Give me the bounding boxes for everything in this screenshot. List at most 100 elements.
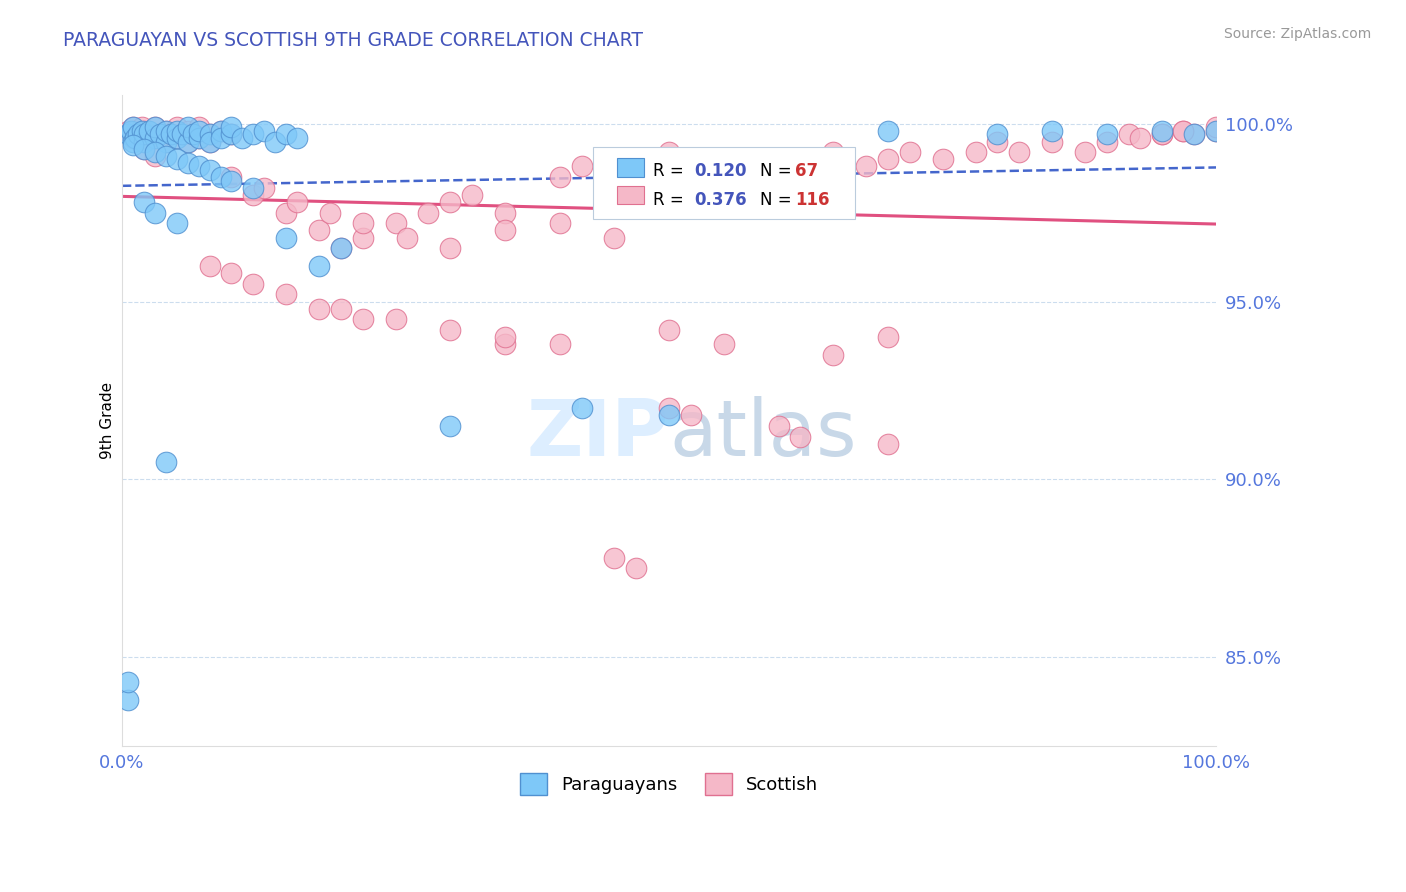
Point — [122, 120, 145, 135]
Point — [181, 128, 204, 142]
Point — [439, 194, 461, 209]
Point — [253, 180, 276, 194]
Point — [132, 124, 155, 138]
Point — [384, 312, 406, 326]
Point — [571, 160, 593, 174]
Bar — [617, 186, 644, 204]
Point — [1095, 128, 1118, 142]
Point — [395, 230, 418, 244]
Point — [877, 153, 900, 167]
Point — [221, 170, 243, 185]
Point — [494, 337, 516, 351]
Point — [986, 135, 1008, 149]
Point — [124, 131, 146, 145]
Point — [120, 128, 142, 142]
Point — [352, 230, 374, 244]
Point — [823, 145, 845, 160]
Point — [221, 128, 243, 142]
Point — [679, 160, 702, 174]
Point — [132, 128, 155, 142]
Point — [768, 419, 790, 434]
Point — [143, 131, 166, 145]
Point — [308, 301, 330, 316]
Point — [986, 128, 1008, 142]
Point — [131, 120, 153, 135]
Text: atlas: atlas — [669, 396, 856, 472]
Point — [352, 312, 374, 326]
Point — [898, 145, 921, 160]
Point — [329, 241, 352, 255]
Point — [1182, 128, 1205, 142]
Point — [132, 131, 155, 145]
Point — [176, 135, 198, 149]
Point — [548, 170, 571, 185]
Point — [1182, 128, 1205, 142]
Point — [131, 124, 153, 138]
Point — [603, 550, 626, 565]
Point — [176, 124, 198, 138]
Point — [352, 216, 374, 230]
Point — [155, 135, 177, 149]
Point — [823, 348, 845, 362]
Point — [160, 128, 183, 142]
Point — [181, 128, 204, 142]
Point — [155, 149, 177, 163]
Point — [713, 153, 735, 167]
Point — [149, 128, 172, 142]
Point — [285, 131, 308, 145]
Point — [1205, 120, 1227, 135]
Point — [965, 145, 987, 160]
Point — [138, 124, 160, 138]
Point — [1118, 128, 1140, 142]
Point — [308, 259, 330, 273]
Point — [198, 259, 221, 273]
Point — [439, 323, 461, 337]
Point — [855, 160, 877, 174]
Point — [877, 124, 900, 138]
Point — [1173, 124, 1195, 138]
Point — [160, 128, 183, 142]
Point — [264, 135, 287, 149]
Point — [124, 124, 146, 138]
Point — [221, 120, 243, 135]
Point — [143, 120, 166, 135]
Text: N =: N = — [761, 161, 797, 179]
Point — [548, 216, 571, 230]
Point — [253, 124, 276, 138]
Text: R =: R = — [652, 161, 689, 179]
Point — [117, 124, 139, 138]
Point — [276, 287, 298, 301]
Text: ZIP: ZIP — [527, 396, 669, 472]
Point — [172, 128, 194, 142]
Point — [626, 561, 648, 575]
Point — [658, 323, 681, 337]
Point — [221, 173, 243, 187]
Point — [494, 205, 516, 219]
Point — [209, 170, 232, 185]
Point — [439, 419, 461, 434]
Point — [658, 145, 681, 160]
FancyBboxPatch shape — [592, 147, 855, 219]
Point — [149, 128, 172, 142]
Point — [143, 145, 166, 160]
Point — [658, 409, 681, 423]
Point — [176, 156, 198, 170]
Point — [242, 277, 264, 291]
Text: Source: ZipAtlas.com: Source: ZipAtlas.com — [1223, 27, 1371, 41]
Point — [155, 124, 177, 138]
Point — [122, 138, 145, 153]
Point — [658, 401, 681, 416]
Point — [329, 301, 352, 316]
Point — [198, 163, 221, 178]
Point — [132, 142, 155, 156]
Point — [209, 124, 232, 138]
Point — [789, 429, 811, 443]
Point — [603, 153, 626, 167]
Point — [1150, 124, 1173, 138]
Point — [209, 131, 232, 145]
Text: 0.120: 0.120 — [695, 161, 747, 179]
Point — [132, 135, 155, 149]
Point — [155, 454, 177, 468]
Point — [143, 205, 166, 219]
Point — [155, 124, 177, 138]
